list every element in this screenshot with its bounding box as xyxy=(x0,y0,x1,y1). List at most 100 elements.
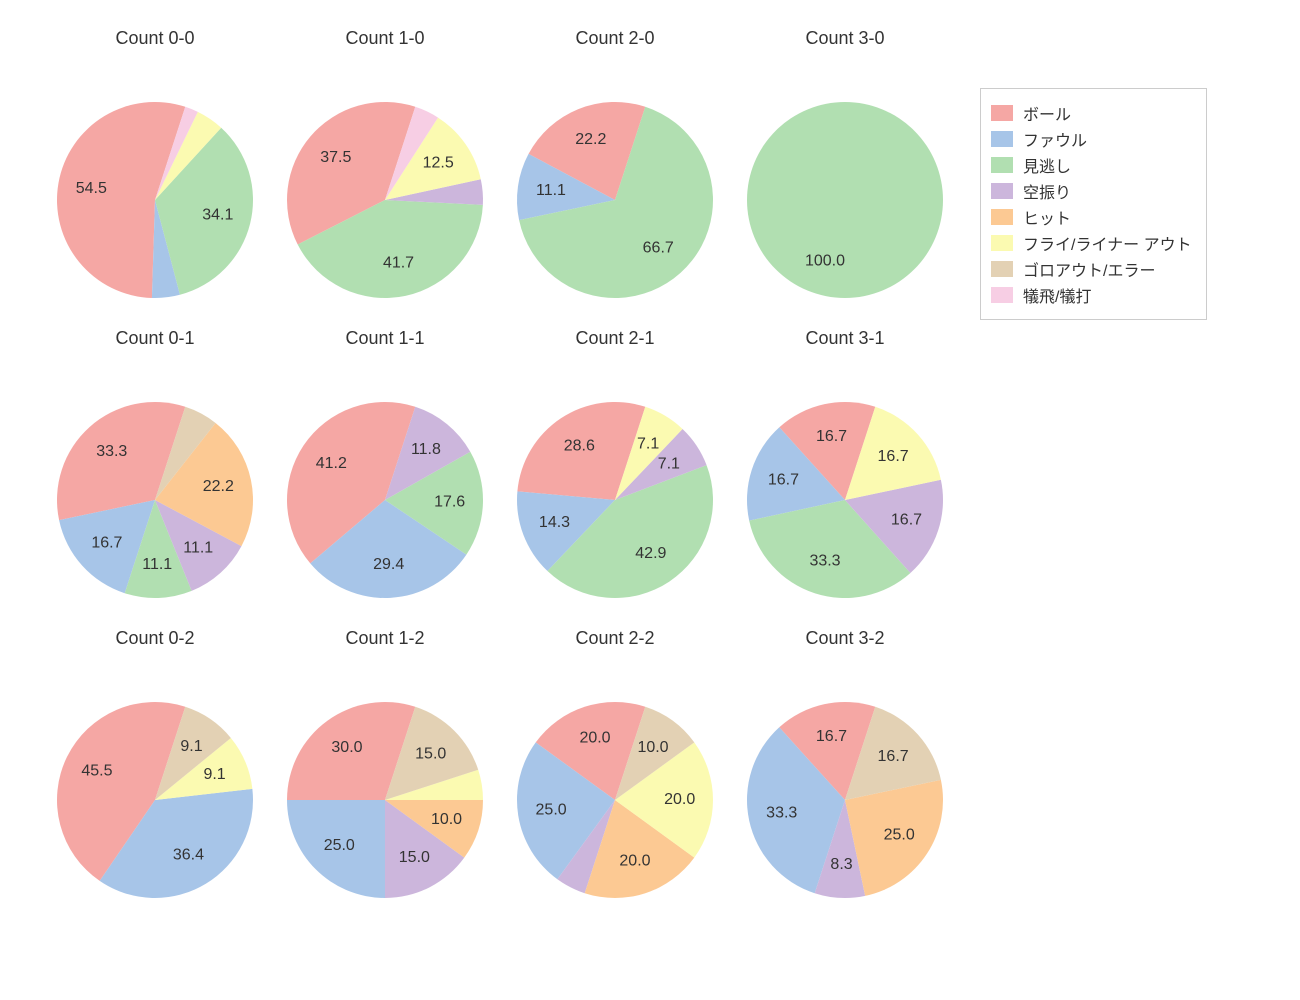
pie-chart: Count 0-133.316.711.111.122.2 xyxy=(40,360,270,660)
pie-chart: Count 0-245.536.49.19.1 xyxy=(40,660,270,960)
slice-label: 36.4 xyxy=(173,847,204,864)
slice-label: 33.3 xyxy=(96,443,127,460)
slice-label: 11.1 xyxy=(536,182,566,199)
slice-label: 25.0 xyxy=(884,827,915,844)
slice-label: 11.1 xyxy=(183,539,213,556)
chart-title: Count 3-2 xyxy=(730,628,960,649)
legend-item: ボール xyxy=(991,101,1192,125)
legend-label: フライ/ライナー アウト xyxy=(1023,231,1192,255)
legend-label: ヒット xyxy=(1023,205,1071,229)
pie-chart: Count 3-116.716.733.316.716.7 xyxy=(730,360,960,660)
slice-label: 9.1 xyxy=(203,766,225,783)
legend-swatch xyxy=(991,261,1013,277)
legend-item: ファウル xyxy=(991,127,1192,151)
legend: ボールファウル見逃し空振りヒットフライ/ライナー アウトゴロアウト/エラー犠飛/… xyxy=(980,88,1207,320)
legend-label: 犠飛/犠打 xyxy=(1023,283,1091,307)
slice-label: 42.9 xyxy=(635,545,666,562)
slice-label: 16.7 xyxy=(878,748,909,765)
chart-title: Count 0-1 xyxy=(40,328,270,349)
legend-item: フライ/ライナー アウト xyxy=(991,231,1192,255)
slice-label: 15.0 xyxy=(399,849,430,866)
legend-swatch xyxy=(991,105,1013,121)
chart-title: Count 3-0 xyxy=(730,28,960,49)
pie-chart: Count 2-022.211.166.7 xyxy=(500,60,730,360)
chart-title: Count 1-0 xyxy=(270,28,500,49)
slice-label: 15.0 xyxy=(415,745,446,762)
legend-swatch xyxy=(991,131,1013,147)
legend-label: ファウル xyxy=(1023,127,1087,151)
pie-chart: Count 1-230.025.015.010.015.0 xyxy=(270,660,500,960)
pie-chart: Count 2-220.025.020.020.010.0 xyxy=(500,660,730,960)
slice-label: 100.0 xyxy=(805,253,845,270)
slice-label: 22.2 xyxy=(203,478,234,495)
pie-chart: Count 3-0100.0 xyxy=(730,60,960,360)
chart-title: Count 0-2 xyxy=(40,628,270,649)
legend-swatch xyxy=(991,209,1013,225)
slice-label: 41.7 xyxy=(383,254,414,271)
legend-item: 犠飛/犠打 xyxy=(991,283,1192,307)
legend-swatch xyxy=(991,183,1013,199)
pie-chart: Count 2-128.614.342.97.17.1 xyxy=(500,360,730,660)
slice-label: 45.5 xyxy=(81,763,112,780)
legend-swatch xyxy=(991,287,1013,303)
slice-label: 16.7 xyxy=(891,511,922,528)
legend-item: 空振り xyxy=(991,179,1192,203)
slice-label: 9.1 xyxy=(180,738,202,755)
slice-label: 11.1 xyxy=(142,556,172,573)
slice-label: 28.6 xyxy=(564,437,595,454)
legend-item: ヒット xyxy=(991,205,1192,229)
chart-title: Count 2-0 xyxy=(500,28,730,49)
pie-chart: Count 1-141.229.417.611.8 xyxy=(270,360,500,660)
slice-label: 16.7 xyxy=(816,728,847,745)
slice-label: 30.0 xyxy=(331,739,362,756)
chart-title: Count 2-2 xyxy=(500,628,730,649)
legend-label: 空振り xyxy=(1023,179,1071,203)
pie-svg: 16.7 16.7 33.3 16.7 16.7 xyxy=(707,362,983,638)
slice-label: 25.0 xyxy=(324,837,355,854)
legend-item: ゴロアウト/エラー xyxy=(991,257,1192,281)
pie-svg: 16.7 33.3 8.3 25.0 16.7 xyxy=(707,662,983,938)
slice-label: 16.7 xyxy=(91,534,122,551)
legend-label: ゴロアウト/エラー xyxy=(1023,257,1155,281)
legend-label: ボール xyxy=(1023,101,1071,125)
slice-label: 20.0 xyxy=(619,853,650,870)
chart-title: Count 1-1 xyxy=(270,328,500,349)
slice-label: 33.3 xyxy=(766,805,797,822)
slice-label: 16.7 xyxy=(768,471,799,488)
slice-label: 66.7 xyxy=(643,239,674,256)
pie-chart: Count 3-216.733.38.325.016.7 xyxy=(730,660,960,960)
pie-svg: 100.0 xyxy=(707,62,983,338)
legend-label: 見逃し xyxy=(1023,153,1071,177)
slice-label: 22.2 xyxy=(575,131,606,148)
slice-label: 29.4 xyxy=(373,556,404,573)
slice-label: 34.1 xyxy=(202,207,233,224)
slice-label: 12.5 xyxy=(423,154,454,171)
legend-item: 見逃し xyxy=(991,153,1192,177)
slice-label: 25.0 xyxy=(536,801,567,818)
legend-swatch xyxy=(991,235,1013,251)
slice-label: 54.5 xyxy=(76,180,107,197)
slice-label: 7.1 xyxy=(637,436,659,453)
slice-label: 16.7 xyxy=(878,448,909,465)
slice-label: 16.7 xyxy=(816,428,847,445)
slice-label: 10.0 xyxy=(431,811,462,828)
slice-label: 7.1 xyxy=(658,455,680,472)
slice-label: 10.0 xyxy=(637,739,668,756)
slice-label: 14.3 xyxy=(539,514,570,531)
chart-title: Count 0-0 xyxy=(40,28,270,49)
slice-label: 41.2 xyxy=(316,455,347,472)
slice-label: 20.0 xyxy=(664,791,695,808)
slice-label: 8.3 xyxy=(830,856,852,873)
slice-label: 20.0 xyxy=(579,730,610,747)
legend-swatch xyxy=(991,157,1013,173)
chart-title: Count 2-1 xyxy=(500,328,730,349)
slice-label: 33.3 xyxy=(809,553,840,570)
chart-grid: Count 0-0 54.5 34.1 Count 1-0 37.5 41.7 12.5 Co… xyxy=(0,0,1300,1000)
slice-label: 37.5 xyxy=(320,149,351,166)
slice-label: 17.6 xyxy=(434,494,465,511)
pie-chart: Count 1-037.541.712.5 xyxy=(270,60,500,360)
pie-chart: Count 0-054.534.1 xyxy=(40,60,270,360)
chart-title: Count 1-2 xyxy=(270,628,500,649)
slice-label: 11.8 xyxy=(411,441,441,458)
chart-title: Count 3-1 xyxy=(730,328,960,349)
